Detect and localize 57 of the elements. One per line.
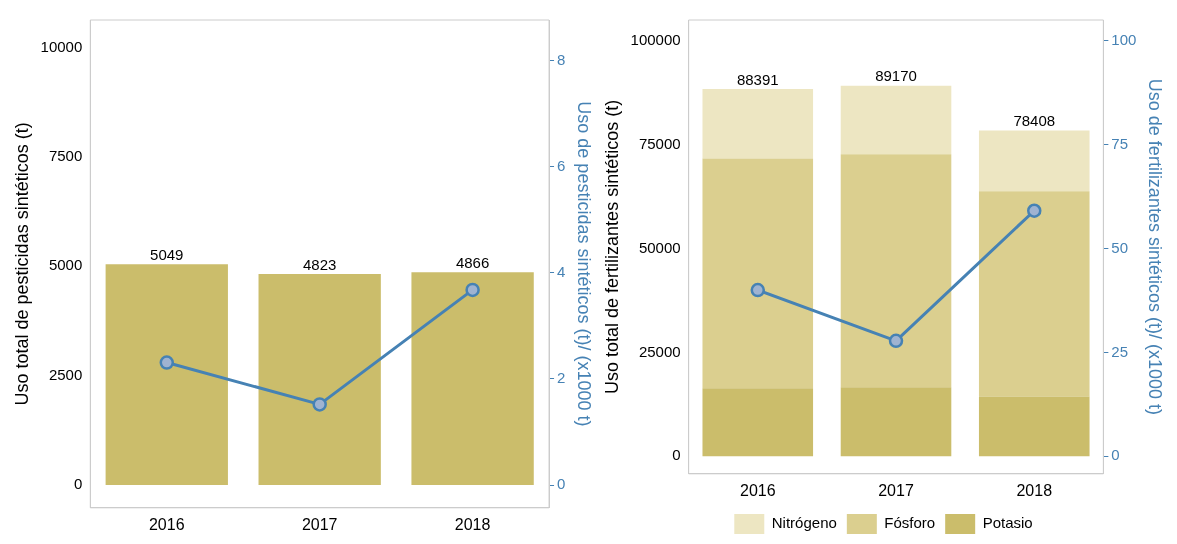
- point: [750, 282, 766, 298]
- y2-tick-label: 6: [557, 157, 566, 175]
- point: [159, 355, 175, 370]
- y-tick-label: 100000: [630, 30, 681, 48]
- y2-tick-label: 8: [557, 50, 566, 68]
- y2-tick-label: 2: [557, 369, 566, 387]
- x-tick-label: 2018: [454, 515, 491, 533]
- point: [465, 282, 480, 298]
- x-tick-label: 2016: [148, 515, 185, 533]
- x-tick-label: 2018: [1016, 481, 1053, 499]
- y2-tick-label: 75: [1111, 134, 1129, 152]
- y-tick-label: 5000: [48, 256, 83, 274]
- y2-tick-label: 4: [557, 263, 566, 281]
- legend-label: Fósforo: [884, 514, 936, 532]
- y-axis-title: Uso total de fertilizantes sintéticos (t): [601, 99, 622, 394]
- total-label: 88391: [736, 70, 779, 88]
- bar: [105, 264, 228, 486]
- legend-label: Nitrógeno: [771, 514, 837, 532]
- y-tick-label: 2500: [48, 365, 83, 383]
- legend-label: Potasio: [982, 514, 1033, 532]
- total-label: 78408: [1013, 112, 1056, 130]
- bar: [978, 191, 1090, 397]
- data-label: 4866: [455, 253, 490, 271]
- bar: [702, 388, 814, 457]
- y-tick-label: 0: [73, 475, 83, 493]
- y-tick-label: 0: [672, 446, 681, 464]
- x-tick-label: 2017: [301, 515, 338, 533]
- y2-axis-title: Uso de fertilizantes sintéticos (t)/ (x1000 t): [1145, 78, 1166, 415]
- y2-tick-label: 0: [557, 475, 566, 493]
- bar: [702, 89, 814, 159]
- bar: [978, 396, 1090, 457]
- y2-tick-label: 100: [1111, 30, 1137, 48]
- bar: [840, 154, 952, 388]
- x-tick-label: 2016: [739, 481, 776, 499]
- point: [312, 397, 327, 412]
- y2-tick-label: 50: [1111, 238, 1129, 256]
- bar: [840, 387, 952, 457]
- point: [888, 333, 904, 349]
- bar: [978, 130, 1090, 192]
- y-tick-label: 10000: [40, 37, 83, 55]
- bar: [411, 272, 534, 486]
- y-tick-label: 75000: [638, 134, 681, 152]
- y-tick-label: 7500: [48, 147, 83, 165]
- bar: [840, 85, 952, 155]
- bar: [258, 274, 381, 486]
- y-tick-label: 50000: [638, 238, 681, 256]
- y2-tick-label: 0: [1111, 446, 1120, 464]
- y2-axis-title: Uso de pesticidas sintéticos (t)/ (x1000 t): [574, 101, 595, 427]
- point: [1027, 203, 1042, 218]
- y-axis-title: Uso total de pesticidas sintéticos (t): [11, 122, 32, 406]
- data-label: 5049: [150, 245, 184, 263]
- y2-tick-label: 25: [1111, 342, 1129, 360]
- y-tick-label: 25000: [638, 342, 681, 360]
- data-label: 4823: [303, 255, 337, 273]
- total-label: 89170: [875, 67, 917, 85]
- bar: [702, 158, 814, 389]
- x-tick-label: 2017: [878, 481, 914, 499]
